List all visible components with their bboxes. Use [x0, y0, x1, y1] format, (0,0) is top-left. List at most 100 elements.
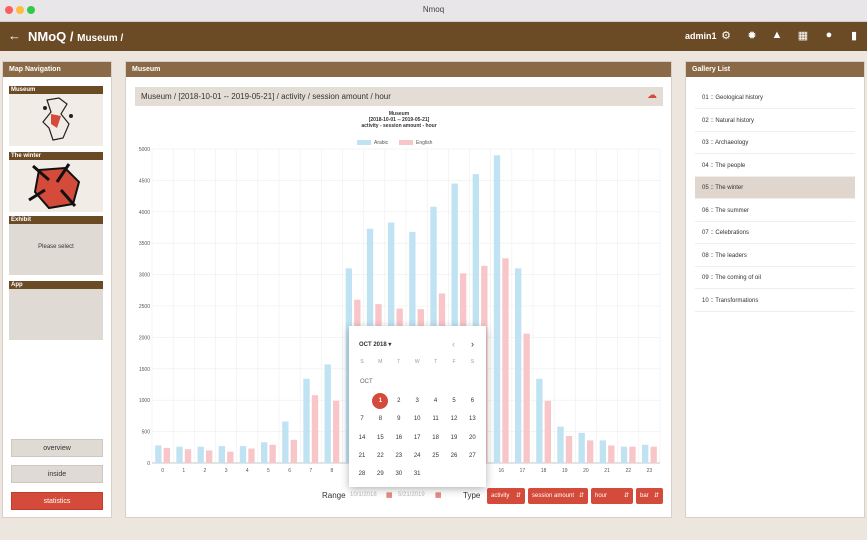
nav-section-museum[interactable]: Museum: [9, 86, 103, 146]
bar-english: [311, 395, 319, 463]
y-tick-label: 2000: [139, 335, 150, 341]
android-icon[interactable]: ▮: [850, 30, 858, 42]
x-tick-label: 5: [267, 468, 270, 474]
calendar-day[interactable]: 24: [413, 452, 421, 459]
calendar-day[interactable]: 10: [413, 416, 421, 423]
gallery-item[interactable]: 08 :: The leaders: [695, 245, 855, 267]
calendar-day[interactable]: 23: [395, 452, 403, 459]
gallery-item[interactable]: 09 :: The coming of oil: [695, 267, 855, 289]
calendar-day[interactable]: 5: [452, 398, 456, 404]
gallery-item[interactable]: 10 :: Transformations: [695, 290, 855, 312]
warning-icon[interactable]: ▲: [771, 29, 783, 41]
date-picker-popup: OCT 2018 ▾ ‹ › OCT S M T W T F S 1 2 3 4 5 6 7 8 9 10 11 1…: [349, 326, 486, 487]
apple-icon[interactable]: ●: [825, 29, 833, 41]
next-month-icon[interactable]: ›: [471, 339, 474, 349]
calendar-day[interactable]: 13: [469, 416, 476, 423]
bar-english: [184, 449, 192, 463]
calendar-day[interactable]: 14: [358, 434, 366, 441]
chart-heading-2: [2018-10-01 -- 2019-05-21]: [368, 117, 430, 123]
bar-english: [544, 400, 551, 463]
bar-arabic: [218, 446, 226, 463]
nav-section-app[interactable]: App: [9, 281, 103, 340]
calendar-day[interactable]: 2: [397, 398, 401, 404]
calendar-day[interactable]: 31: [413, 471, 421, 478]
calendar-day[interactable]: 18: [432, 434, 439, 441]
calendar-day[interactable]: 3: [415, 398, 419, 404]
y-tick-label: 2500: [139, 304, 150, 310]
bar-arabic: [155, 445, 162, 463]
calendar-day[interactable]: 16: [395, 434, 403, 441]
calendar-day[interactable]: 8: [378, 416, 383, 423]
calendar-day[interactable]: 25: [432, 452, 439, 459]
windows-icon[interactable]: ▦: [797, 30, 809, 42]
x-tick-label: 6: [288, 468, 291, 474]
calendar-day[interactable]: 26: [450, 452, 458, 459]
calendar-day[interactable]: 11: [432, 416, 439, 423]
calendar-day[interactable]: 6: [470, 398, 475, 404]
gallery-item[interactable]: 01 :: Geological history: [695, 87, 855, 109]
chart-heading-3: activity - session amount - hour: [361, 123, 437, 129]
settings-gear-icon[interactable]: ⚙: [721, 30, 731, 42]
bar-english: [650, 446, 657, 463]
calendar-day[interactable]: 12: [450, 416, 458, 423]
close-window-button[interactable]: [5, 6, 13, 14]
legend-arabic[interactable]: Arabic: [357, 140, 388, 146]
calendar-day[interactable]: 15: [377, 434, 384, 441]
calendar-day[interactable]: 20: [469, 434, 476, 441]
cloud-download-icon[interactable]: ☁: [647, 90, 657, 101]
select-arrow-icon: ⇵: [515, 493, 521, 499]
y-tick-label: 0: [147, 461, 150, 467]
gallery-item[interactable]: 02 :: Natural history: [695, 110, 855, 132]
measure-select[interactable]: session amount ⇵: [528, 488, 588, 504]
x-tick-label: 16: [498, 468, 504, 474]
bug-icon[interactable]: ✹: [747, 30, 757, 42]
nav-section-the-winter[interactable]: The winter: [9, 152, 103, 212]
calendar-day[interactable]: 4: [433, 398, 438, 404]
legend-english[interactable]: English: [399, 140, 432, 146]
bar-english: [227, 451, 234, 463]
end-date-input[interactable]: 5/21/2019: [398, 492, 425, 498]
zoom-window-button[interactable]: [27, 6, 35, 14]
gallery-item[interactable]: 05 :: The winter: [695, 177, 855, 199]
chart-type-select[interactable]: bar ⇵: [636, 488, 663, 504]
calendar-day[interactable]: 1: [372, 393, 389, 409]
chart-heading-1: Museum: [388, 111, 410, 117]
user-name[interactable]: admin1: [685, 31, 717, 41]
window-titlebar: Nmoq: [0, 0, 867, 22]
bar-english: [608, 445, 615, 463]
statistics-button[interactable]: statistics: [11, 492, 103, 510]
calendar-day[interactable]: 7: [360, 416, 364, 423]
granularity-select[interactable]: hour ⇵: [591, 488, 633, 504]
start-calendar-icon[interactable]: ▦: [386, 492, 393, 499]
calendar-day[interactable]: 9: [397, 416, 401, 423]
inside-button[interactable]: inside: [11, 465, 103, 483]
bar-english: [565, 435, 573, 463]
end-calendar-icon[interactable]: ▦: [435, 492, 442, 499]
app-title: NMoQ / Museum /: [28, 29, 123, 44]
overview-button[interactable]: overview: [11, 439, 103, 457]
month-year-dropdown[interactable]: OCT 2018 ▾: [359, 342, 392, 348]
metric-select[interactable]: activity ⇵: [487, 488, 525, 504]
minimize-window-button[interactable]: [16, 6, 24, 14]
gallery-item[interactable]: 07 :: Celebrations: [695, 222, 855, 244]
calendar-day[interactable]: 21: [358, 452, 366, 459]
start-date-input[interactable]: 10/1/2018: [350, 492, 377, 498]
gallery-item[interactable]: 04 :: The people: [695, 155, 855, 177]
previous-month-icon[interactable]: ‹: [452, 339, 455, 349]
back-arrow-icon[interactable]: ←: [8, 28, 21, 43]
gallery-item[interactable]: 06 :: The summer: [695, 200, 855, 222]
gallery-item[interactable]: 03 :: Archaeology: [695, 132, 855, 154]
calendar-day[interactable]: 17: [413, 434, 421, 441]
calendar-day[interactable]: 28: [358, 471, 366, 478]
nav-section-exhibit[interactable]: Exhibit Please select: [9, 216, 103, 275]
calendar-day[interactable]: 29: [377, 471, 384, 478]
legend-label-arabic: Arabic: [374, 140, 389, 146]
calendar-day[interactable]: 22: [377, 452, 384, 459]
select-arrow-icon: ⇵: [578, 493, 584, 499]
calendar-day[interactable]: 19: [450, 434, 458, 441]
type-label: Type: [463, 491, 481, 500]
bar-arabic: [324, 364, 331, 463]
calendar-day[interactable]: 30: [395, 471, 403, 478]
calendar-day[interactable]: 27: [469, 452, 476, 459]
x-tick-label: 23: [647, 468, 653, 474]
